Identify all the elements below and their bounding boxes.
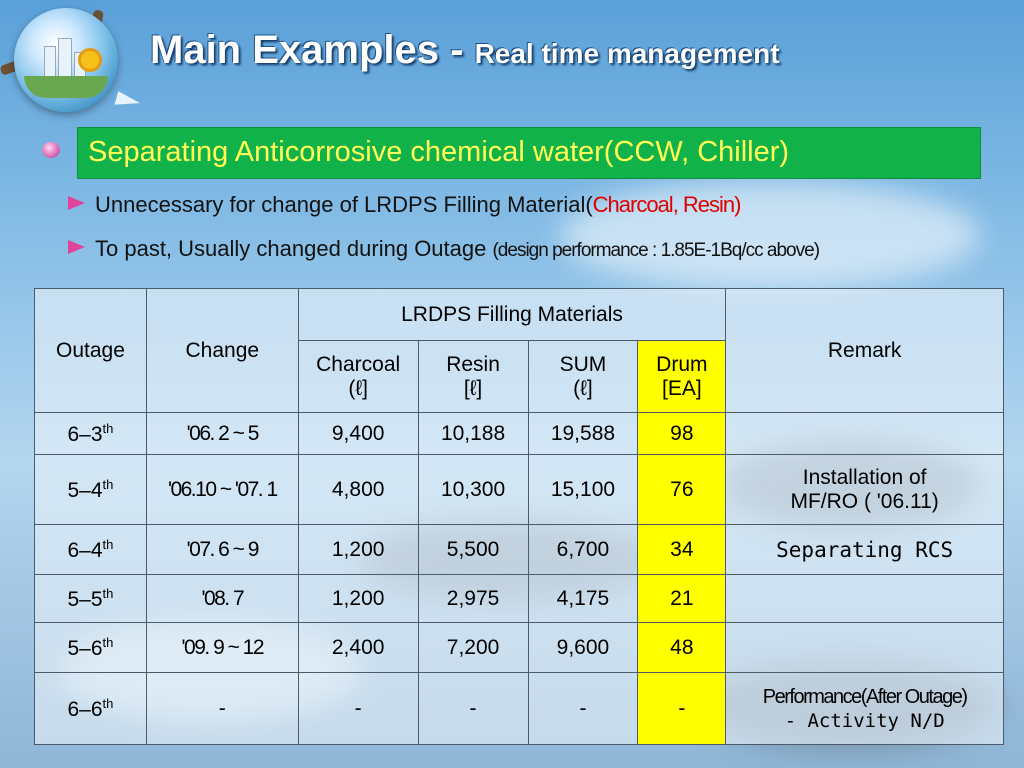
cell-remark: Performance(After Outage) - Activity N/D [725, 672, 1004, 745]
arrow-bullet-icon [68, 240, 85, 254]
cell-remark [725, 622, 1004, 673]
cell-remark: Separating RCS [725, 524, 1004, 575]
table-row: 5–4th '06.10 ~ '07. 1 4,800 10,300 15,10… [34, 454, 1004, 525]
header-outage: Outage [34, 288, 147, 413]
cell-drum: - [637, 672, 727, 745]
paper-plane-icon [114, 91, 142, 111]
section-heading-box: Separating Anticorrosive chemical water(… [78, 128, 980, 178]
cell-change: '09. 9 ~ 12 [145, 622, 299, 673]
sunflower-icon [78, 48, 102, 72]
cell-sum: 19,588 [527, 412, 639, 455]
cell-resin: 5,500 [417, 524, 529, 575]
cell-charcoal: 4,800 [297, 454, 419, 525]
cell-charcoal: 9,400 [297, 412, 419, 455]
cell-charcoal: 1,200 [297, 574, 419, 623]
point-1: Unnecessary for change of LRDPS Filling … [68, 192, 741, 218]
header-group: LRDPS Filling Materials [297, 288, 727, 341]
cell-charcoal: - [297, 672, 419, 745]
cell-charcoal: 1,200 [297, 524, 419, 575]
point-2-highlight: (design performance : 1.85E-1Bq/cc above… [492, 240, 820, 261]
table-row: 5–6th '09. 9 ~ 12 2,400 7,200 9,600 48 [34, 622, 1004, 673]
arrow-bullet-icon [68, 196, 85, 210]
cell-change: '06. 2 ~ 5 [145, 412, 299, 455]
cell-resin: 10,188 [417, 412, 529, 455]
table-row: 6–3th '06. 2 ~ 5 9,400 10,188 19,588 98 [34, 412, 1004, 455]
point-2: To past, Usually changed during Outage (… [68, 236, 820, 262]
cell-sum: - [527, 672, 639, 745]
table-row: 6–4th '07. 6 ~ 9 1,200 5,500 6,700 34 Se… [34, 524, 1004, 575]
point-1-text: Unnecessary for change of LRDPS Filling … [95, 192, 593, 217]
cell-remark [725, 574, 1004, 623]
header-change: Change [145, 288, 299, 413]
cell-sum: 4,175 [527, 574, 639, 623]
cell-remark: Installation of MF/RO ( '06.11) [725, 454, 1004, 525]
header-resin: Resin [ℓ] [417, 340, 529, 413]
cell-outage: 5–4th [34, 454, 147, 525]
cell-resin: - [417, 672, 529, 745]
table-row: 6–6th - - - - - Performance(After Outage… [34, 672, 1004, 745]
cell-sum: 9,600 [527, 622, 639, 673]
cell-outage: 6–6th [34, 672, 147, 745]
cell-change: - [145, 672, 299, 745]
title-sub: Real time management [474, 38, 780, 69]
globe-logo-icon [14, 8, 118, 112]
cell-drum: 76 [637, 454, 727, 525]
section-heading: Separating Anticorrosive chemical water(… [88, 136, 790, 168]
cell-outage: 6–4th [34, 524, 147, 575]
cell-resin: 7,200 [417, 622, 529, 673]
cell-change: '07. 6 ~ 9 [145, 524, 299, 575]
cell-outage: 5–6th [34, 622, 147, 673]
header-charcoal: Charcoal (ℓ] [297, 340, 419, 413]
cell-outage: 5–5th [34, 574, 147, 623]
cell-drum: 48 [637, 622, 727, 673]
header-sum: SUM (ℓ] [527, 340, 639, 413]
title-main: Main Examples - [150, 28, 475, 72]
cell-change: '08. 7 [145, 574, 299, 623]
cell-sum: 6,700 [527, 524, 639, 575]
cloud-decoration [560, 180, 980, 290]
point-2-text: To past, Usually changed during Outage [95, 236, 493, 261]
header-remark: Remark [725, 288, 1004, 413]
cell-sum: 15,100 [527, 454, 639, 525]
cell-drum: 21 [637, 574, 727, 623]
bullet-dot-icon [42, 142, 60, 158]
slide-title: Main Examples - Real time management [150, 28, 780, 73]
cell-resin: 10,300 [417, 454, 529, 525]
cell-charcoal: 2,400 [297, 622, 419, 673]
cell-drum: 34 [637, 524, 727, 575]
materials-table: Outage Change LRDPS Filling Materials Re… [34, 288, 1004, 745]
cell-change: '06.10 ~ '07. 1 [145, 454, 299, 525]
table-row: 5–5th '08. 7 1,200 2,975 4,175 21 [34, 574, 1004, 623]
cell-outage: 6–3th [34, 412, 147, 455]
cell-resin: 2,975 [417, 574, 529, 623]
cell-remark [725, 412, 1004, 455]
header-drum: Drum [EA] [637, 340, 727, 413]
point-1-highlight: Charcoal, Resin) [592, 192, 742, 217]
cell-drum: 98 [637, 412, 727, 455]
